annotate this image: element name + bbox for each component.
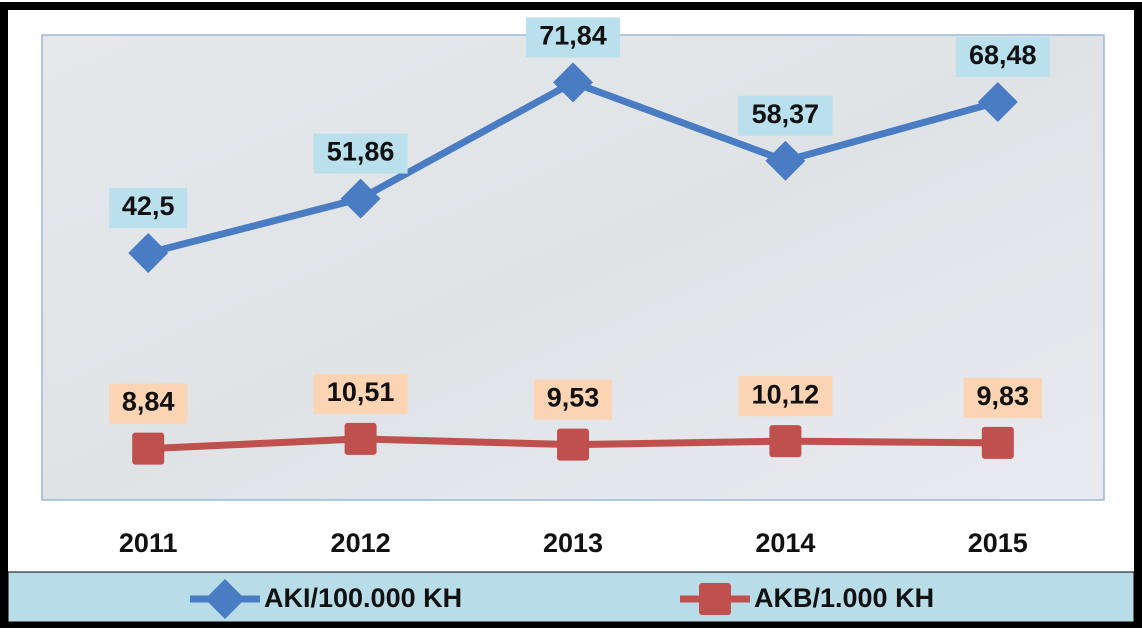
data-label-box (526, 17, 620, 58)
legend-marker (699, 583, 731, 615)
data-label: 58,37 (752, 99, 820, 129)
x-tick-label: 2014 (755, 528, 815, 558)
data-label-box (313, 373, 408, 414)
data-point (344, 422, 377, 455)
data-label: 68,48 (969, 40, 1037, 70)
data-label-box (738, 376, 833, 417)
data-label: 51,86 (327, 137, 395, 167)
data-label-box (109, 383, 188, 424)
data-label: 9,83 (977, 381, 1030, 411)
data-point (132, 432, 165, 465)
data-point (765, 140, 806, 181)
data-point (977, 81, 1018, 122)
plot-area (41, 34, 1105, 501)
x-tick-label: 2012 (331, 528, 391, 558)
data-label-box (963, 377, 1042, 418)
data-point (557, 428, 589, 461)
legend-band (7, 571, 1135, 623)
x-tick-label: 2013 (543, 528, 603, 558)
data-point (340, 178, 381, 219)
data-point (128, 232, 169, 273)
legend-label: AKB/1.000 KH (754, 583, 934, 613)
data-label: 71,84 (539, 21, 607, 51)
x-tick-label: 2011 (119, 528, 178, 558)
data-label: 42,5 (122, 191, 175, 221)
data-label-box (955, 36, 1050, 77)
data-label-box (738, 95, 833, 136)
data-label-box (534, 379, 612, 420)
data-label-box (313, 133, 408, 174)
data-point (769, 425, 802, 458)
data-point (981, 426, 1014, 459)
data-label: 9,53 (547, 383, 600, 413)
legend-marker (205, 579, 245, 619)
data-label: 10,12 (752, 379, 820, 409)
legend-label: AKI/100.000 KH (264, 583, 462, 613)
data-label: 10,51 (327, 377, 395, 407)
data-label: 8,84 (122, 387, 175, 417)
x-tick-label: 2015 (968, 528, 1028, 558)
data-point (553, 62, 593, 103)
data-label-box (109, 187, 188, 228)
